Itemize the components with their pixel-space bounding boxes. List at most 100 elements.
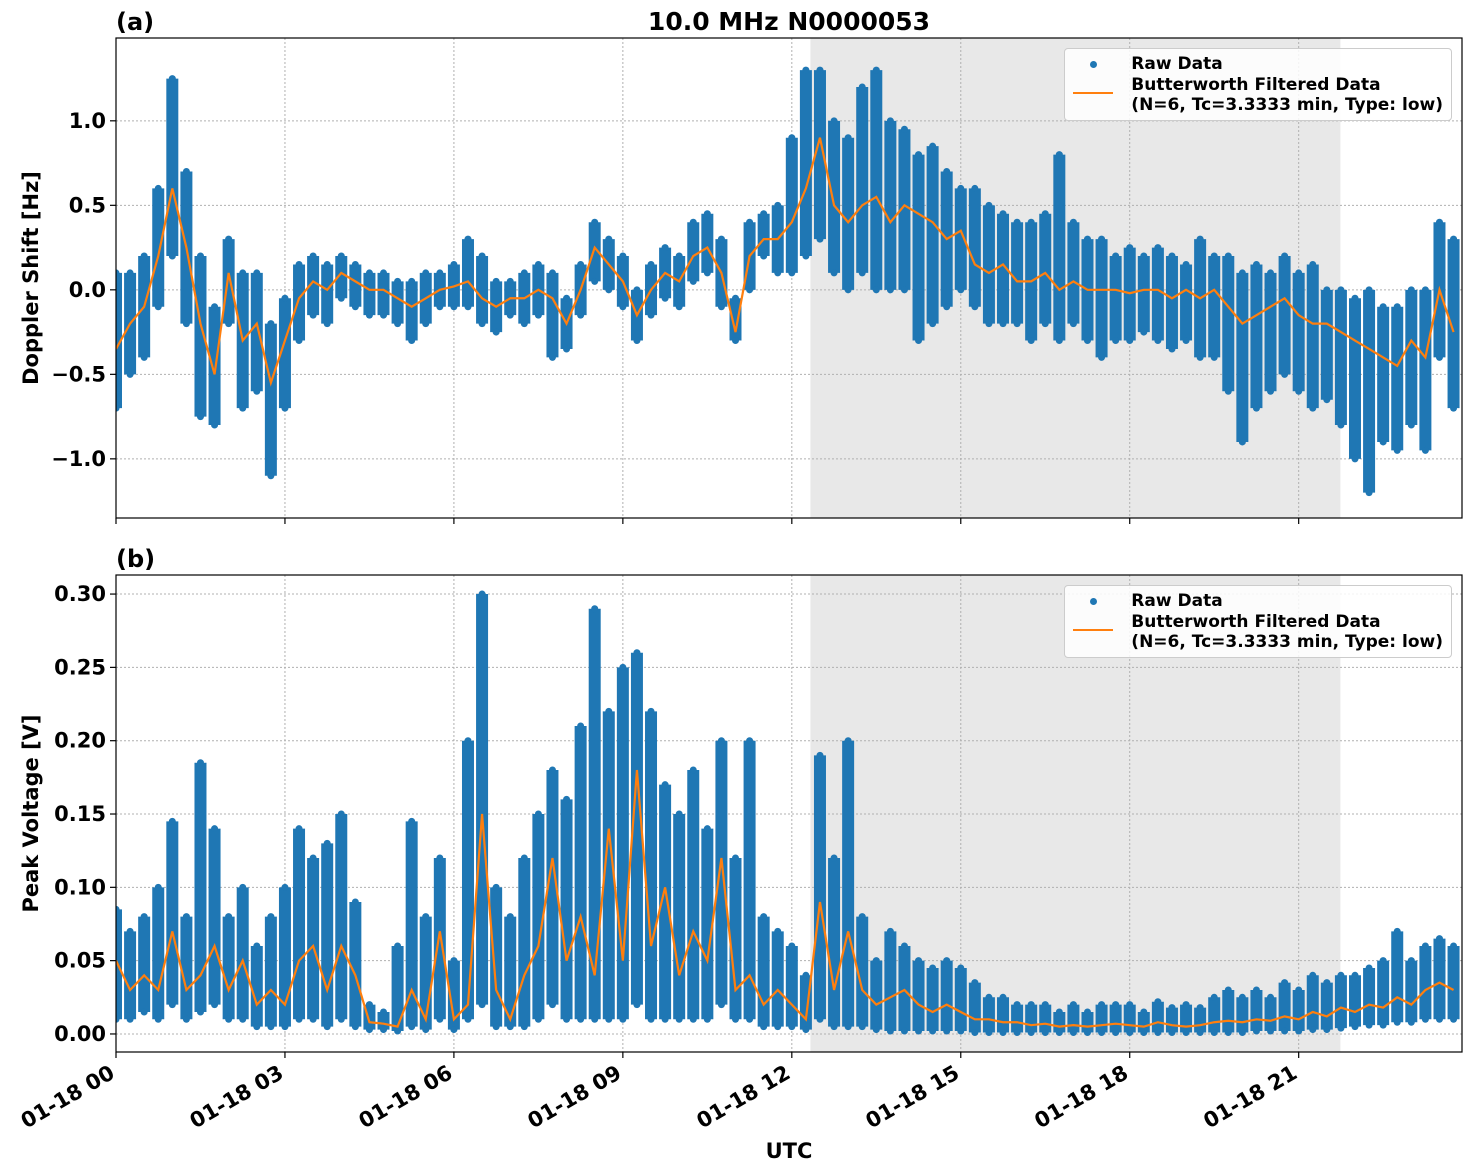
- raw-point: [1407, 421, 1415, 429]
- raw-point: [534, 1015, 542, 1023]
- legend-label: Raw Data: [1131, 591, 1223, 611]
- raw-point: [351, 1023, 359, 1031]
- raw-point: [943, 957, 951, 965]
- raw-point: [1393, 303, 1401, 311]
- raw-point: [1083, 337, 1091, 345]
- raw-point: [140, 353, 148, 361]
- raw-point: [774, 927, 782, 935]
- raw-point: [1224, 986, 1232, 994]
- raw-point: [971, 1028, 979, 1036]
- raw-point: [351, 260, 359, 268]
- raw-point: [661, 294, 669, 302]
- raw-point: [830, 117, 838, 125]
- raw-point: [1041, 1028, 1049, 1036]
- raw-point: [1379, 438, 1387, 446]
- raw-point: [746, 286, 754, 294]
- raw-point: [1337, 971, 1345, 979]
- raw-point: [689, 1015, 697, 1023]
- raw-point: [957, 184, 965, 192]
- raw-point: [577, 260, 585, 268]
- raw-point: [394, 277, 402, 285]
- raw-point: [1069, 1028, 1077, 1036]
- raw-point: [900, 1027, 908, 1035]
- raw-point: [605, 235, 613, 243]
- raw-point: [661, 781, 669, 789]
- raw-point: [886, 117, 894, 125]
- raw-point: [858, 1023, 866, 1031]
- raw-point: [1238, 1028, 1246, 1036]
- raw-point: [647, 260, 655, 268]
- raw-point: [1365, 286, 1373, 294]
- raw-point: [1027, 1028, 1035, 1036]
- raw-point: [971, 184, 979, 192]
- raw-point: [1154, 998, 1162, 1006]
- plot-area: [116, 590, 1460, 1036]
- raw-point: [1196, 1028, 1204, 1036]
- raw-point: [900, 125, 908, 133]
- raw-point: [436, 303, 444, 311]
- raw-point: [760, 1023, 768, 1031]
- raw-point: [196, 413, 204, 421]
- legend-swatch: [1073, 54, 1113, 74]
- raw-point: [1295, 387, 1303, 395]
- raw-point: [1027, 1001, 1035, 1009]
- raw-point: [140, 913, 148, 921]
- raw-point: [239, 883, 247, 891]
- raw-point: [281, 404, 289, 412]
- raw-point: [1168, 1004, 1176, 1012]
- raw-point: [478, 1001, 486, 1009]
- raw-point: [1055, 151, 1063, 159]
- raw-point: [116, 269, 120, 277]
- raw-point: [1309, 260, 1317, 268]
- raw-point: [1055, 337, 1063, 345]
- raw-point: [1309, 971, 1317, 979]
- y-tick-label: 0.00: [54, 1022, 106, 1046]
- raw-point: [140, 1008, 148, 1016]
- raw-point: [267, 320, 275, 328]
- raw-point: [717, 303, 725, 311]
- raw-point: [506, 311, 514, 319]
- raw-point: [126, 927, 134, 935]
- raw-point: [703, 825, 711, 833]
- raw-point: [1281, 1027, 1289, 1035]
- raw-point: [1126, 337, 1134, 345]
- x-tick-label: 01-18 00: [17, 1061, 119, 1134]
- raw-point: [323, 320, 331, 328]
- raw-point: [116, 1015, 120, 1023]
- raw-point: [788, 1023, 796, 1031]
- raw-point: [126, 370, 134, 378]
- raw-point: [647, 1015, 655, 1023]
- raw-point: [661, 244, 669, 252]
- raw-point: [116, 905, 120, 913]
- raw-point: [746, 1015, 754, 1023]
- raw-point: [971, 979, 979, 987]
- y-axis-label: Peak Voltage [V]: [19, 714, 43, 912]
- raw-point: [689, 766, 697, 774]
- raw-point: [464, 1015, 472, 1023]
- y-tick-label: 0.20: [54, 729, 106, 753]
- raw-point: [774, 201, 782, 209]
- raw-point: [929, 320, 937, 328]
- raw-point: [1281, 252, 1289, 260]
- raw-point: [591, 605, 599, 613]
- raw-point: [633, 1001, 641, 1009]
- raw-point: [309, 1015, 317, 1023]
- raw-point: [154, 1015, 162, 1023]
- legend-label: Raw Data: [1131, 54, 1223, 74]
- raw-point: [478, 320, 486, 328]
- raw-point: [816, 66, 824, 74]
- raw-point: [1267, 387, 1275, 395]
- raw-point: [168, 817, 176, 825]
- raw-point: [1435, 218, 1443, 226]
- x-tick-label: 01-18 12: [693, 1061, 795, 1134]
- legend: Raw Data Butterworth Filtered Data (N=6, …: [1064, 48, 1452, 121]
- raw-point: [774, 269, 782, 277]
- raw-point: [478, 252, 486, 260]
- raw-point: [1351, 1023, 1359, 1031]
- raw-point: [872, 286, 880, 294]
- legend-swatch: [1073, 591, 1113, 611]
- raw-point: [351, 303, 359, 311]
- raw-point: [647, 707, 655, 715]
- raw-point: [126, 269, 134, 277]
- raw-point: [802, 66, 810, 74]
